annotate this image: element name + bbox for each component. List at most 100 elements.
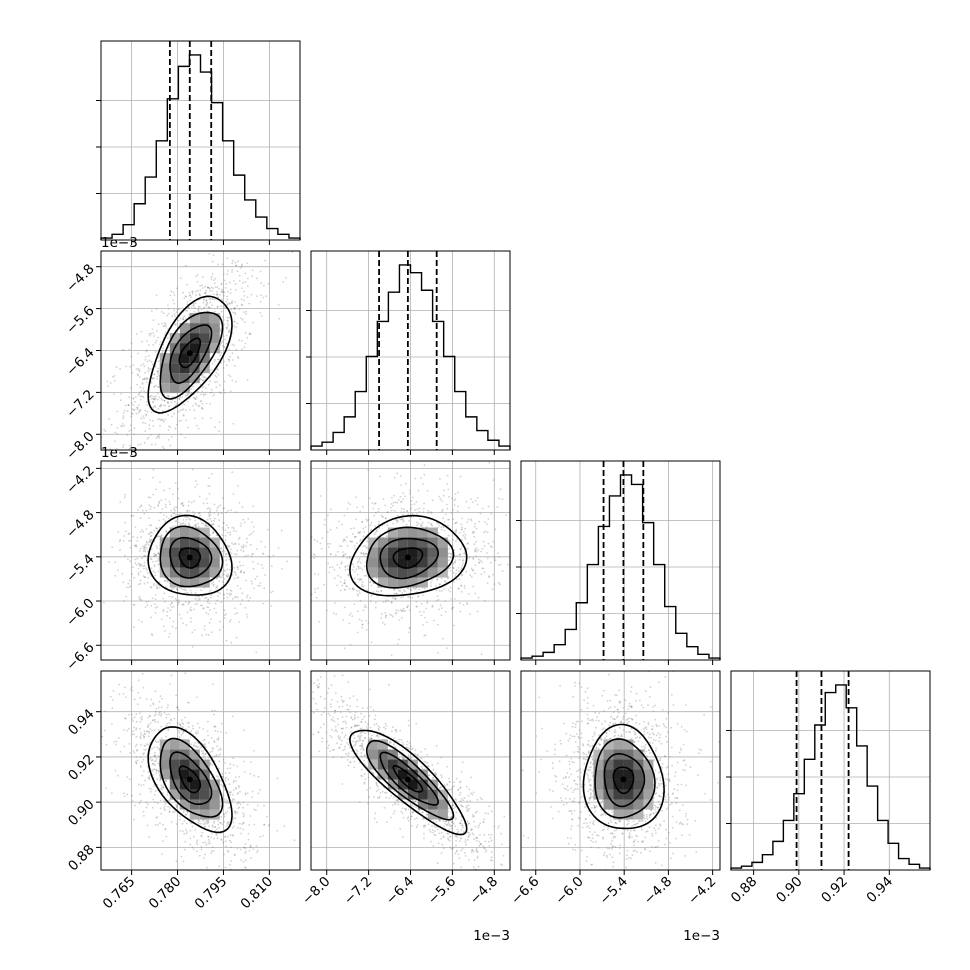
sample-point <box>213 517 216 520</box>
sample-point <box>370 528 373 531</box>
sample-point <box>484 521 486 523</box>
sample-point <box>415 501 418 503</box>
sample-point <box>142 396 145 398</box>
sample-point <box>194 524 196 527</box>
sample-point <box>234 596 236 599</box>
density-cell <box>179 527 190 538</box>
sample-point <box>151 597 154 599</box>
sample-point <box>410 516 413 519</box>
sample-point <box>191 825 194 828</box>
sample-point <box>223 291 226 294</box>
sample-point <box>173 309 175 312</box>
sample-point <box>267 282 270 285</box>
sample-point <box>163 457 165 459</box>
sample-point <box>228 316 231 319</box>
sample-point <box>227 324 230 327</box>
density-cell <box>199 333 210 344</box>
density-cell <box>179 537 190 548</box>
sample-point <box>178 420 181 422</box>
sample-point <box>207 819 210 822</box>
sample-point <box>263 587 266 590</box>
sample-point <box>154 755 156 758</box>
sample-point <box>228 558 231 561</box>
sample-point <box>231 352 234 355</box>
sample-point <box>232 422 235 425</box>
sample-point <box>189 294 192 297</box>
sample-point <box>200 822 202 825</box>
sample-point <box>231 271 233 273</box>
sample-point <box>348 587 351 590</box>
sample-point <box>154 443 157 446</box>
sample-point <box>148 836 151 838</box>
sample-point <box>190 388 192 390</box>
density-cell <box>437 537 448 548</box>
sample-point <box>196 424 198 427</box>
sample-point <box>501 498 504 500</box>
sample-point <box>443 489 445 492</box>
sample-point <box>158 535 160 538</box>
sample-point <box>457 567 460 569</box>
sample-point <box>327 546 330 548</box>
sample-point <box>166 614 168 617</box>
sample-point <box>173 313 176 316</box>
sample-point <box>192 385 195 388</box>
sample-point <box>460 529 463 531</box>
sample-point <box>152 583 155 585</box>
sample-point <box>227 330 230 332</box>
sample-point <box>153 554 156 557</box>
sample-point <box>156 769 158 772</box>
sample-point <box>243 521 246 524</box>
sample-point <box>122 540 125 542</box>
sample-point <box>203 394 205 397</box>
sample-point <box>235 786 237 789</box>
sample-point <box>236 612 239 614</box>
density-cell <box>407 567 418 578</box>
sample-point <box>235 264 238 267</box>
sample-point <box>242 185 244 187</box>
sample-point <box>251 231 253 233</box>
sample-point <box>158 700 161 703</box>
sample-point <box>224 617 226 619</box>
sample-point <box>333 577 336 579</box>
sample-point <box>238 786 240 789</box>
sample-point <box>270 591 272 594</box>
sample-point <box>363 531 365 533</box>
sample-point <box>237 801 240 803</box>
sample-point <box>136 509 139 511</box>
sample-point <box>203 628 206 631</box>
sample-point <box>198 294 201 296</box>
sample-point <box>223 507 226 509</box>
sample-point <box>256 575 258 578</box>
density-cell <box>169 333 180 344</box>
sample-point <box>124 404 127 407</box>
sample-point <box>222 583 225 586</box>
sample-point <box>143 733 146 735</box>
sample-point <box>158 418 161 420</box>
sample-point <box>406 606 409 609</box>
sample-point <box>359 578 362 580</box>
sample-point <box>212 254 215 257</box>
sample-point <box>374 531 377 534</box>
sample-point <box>467 542 469 545</box>
sample-point <box>214 826 217 828</box>
sample-point <box>336 550 339 553</box>
sample-point <box>145 414 148 417</box>
y-tick-label: −8.0 <box>63 429 97 463</box>
sample-point <box>395 609 397 612</box>
sample-point <box>242 281 245 284</box>
sample-point <box>132 515 135 517</box>
sample-point <box>228 823 230 826</box>
density-cell <box>159 383 170 394</box>
sample-point <box>362 552 365 555</box>
density-cell <box>199 323 210 334</box>
sample-point <box>216 745 219 748</box>
sample-point <box>468 506 470 509</box>
sample-point <box>462 531 465 533</box>
sample-point <box>108 669 110 671</box>
sample-point <box>202 276 205 278</box>
sample-point <box>244 606 247 609</box>
sample-point <box>240 545 243 548</box>
sample-point <box>398 619 401 621</box>
sample-point <box>477 561 480 564</box>
sample-point <box>159 419 162 422</box>
